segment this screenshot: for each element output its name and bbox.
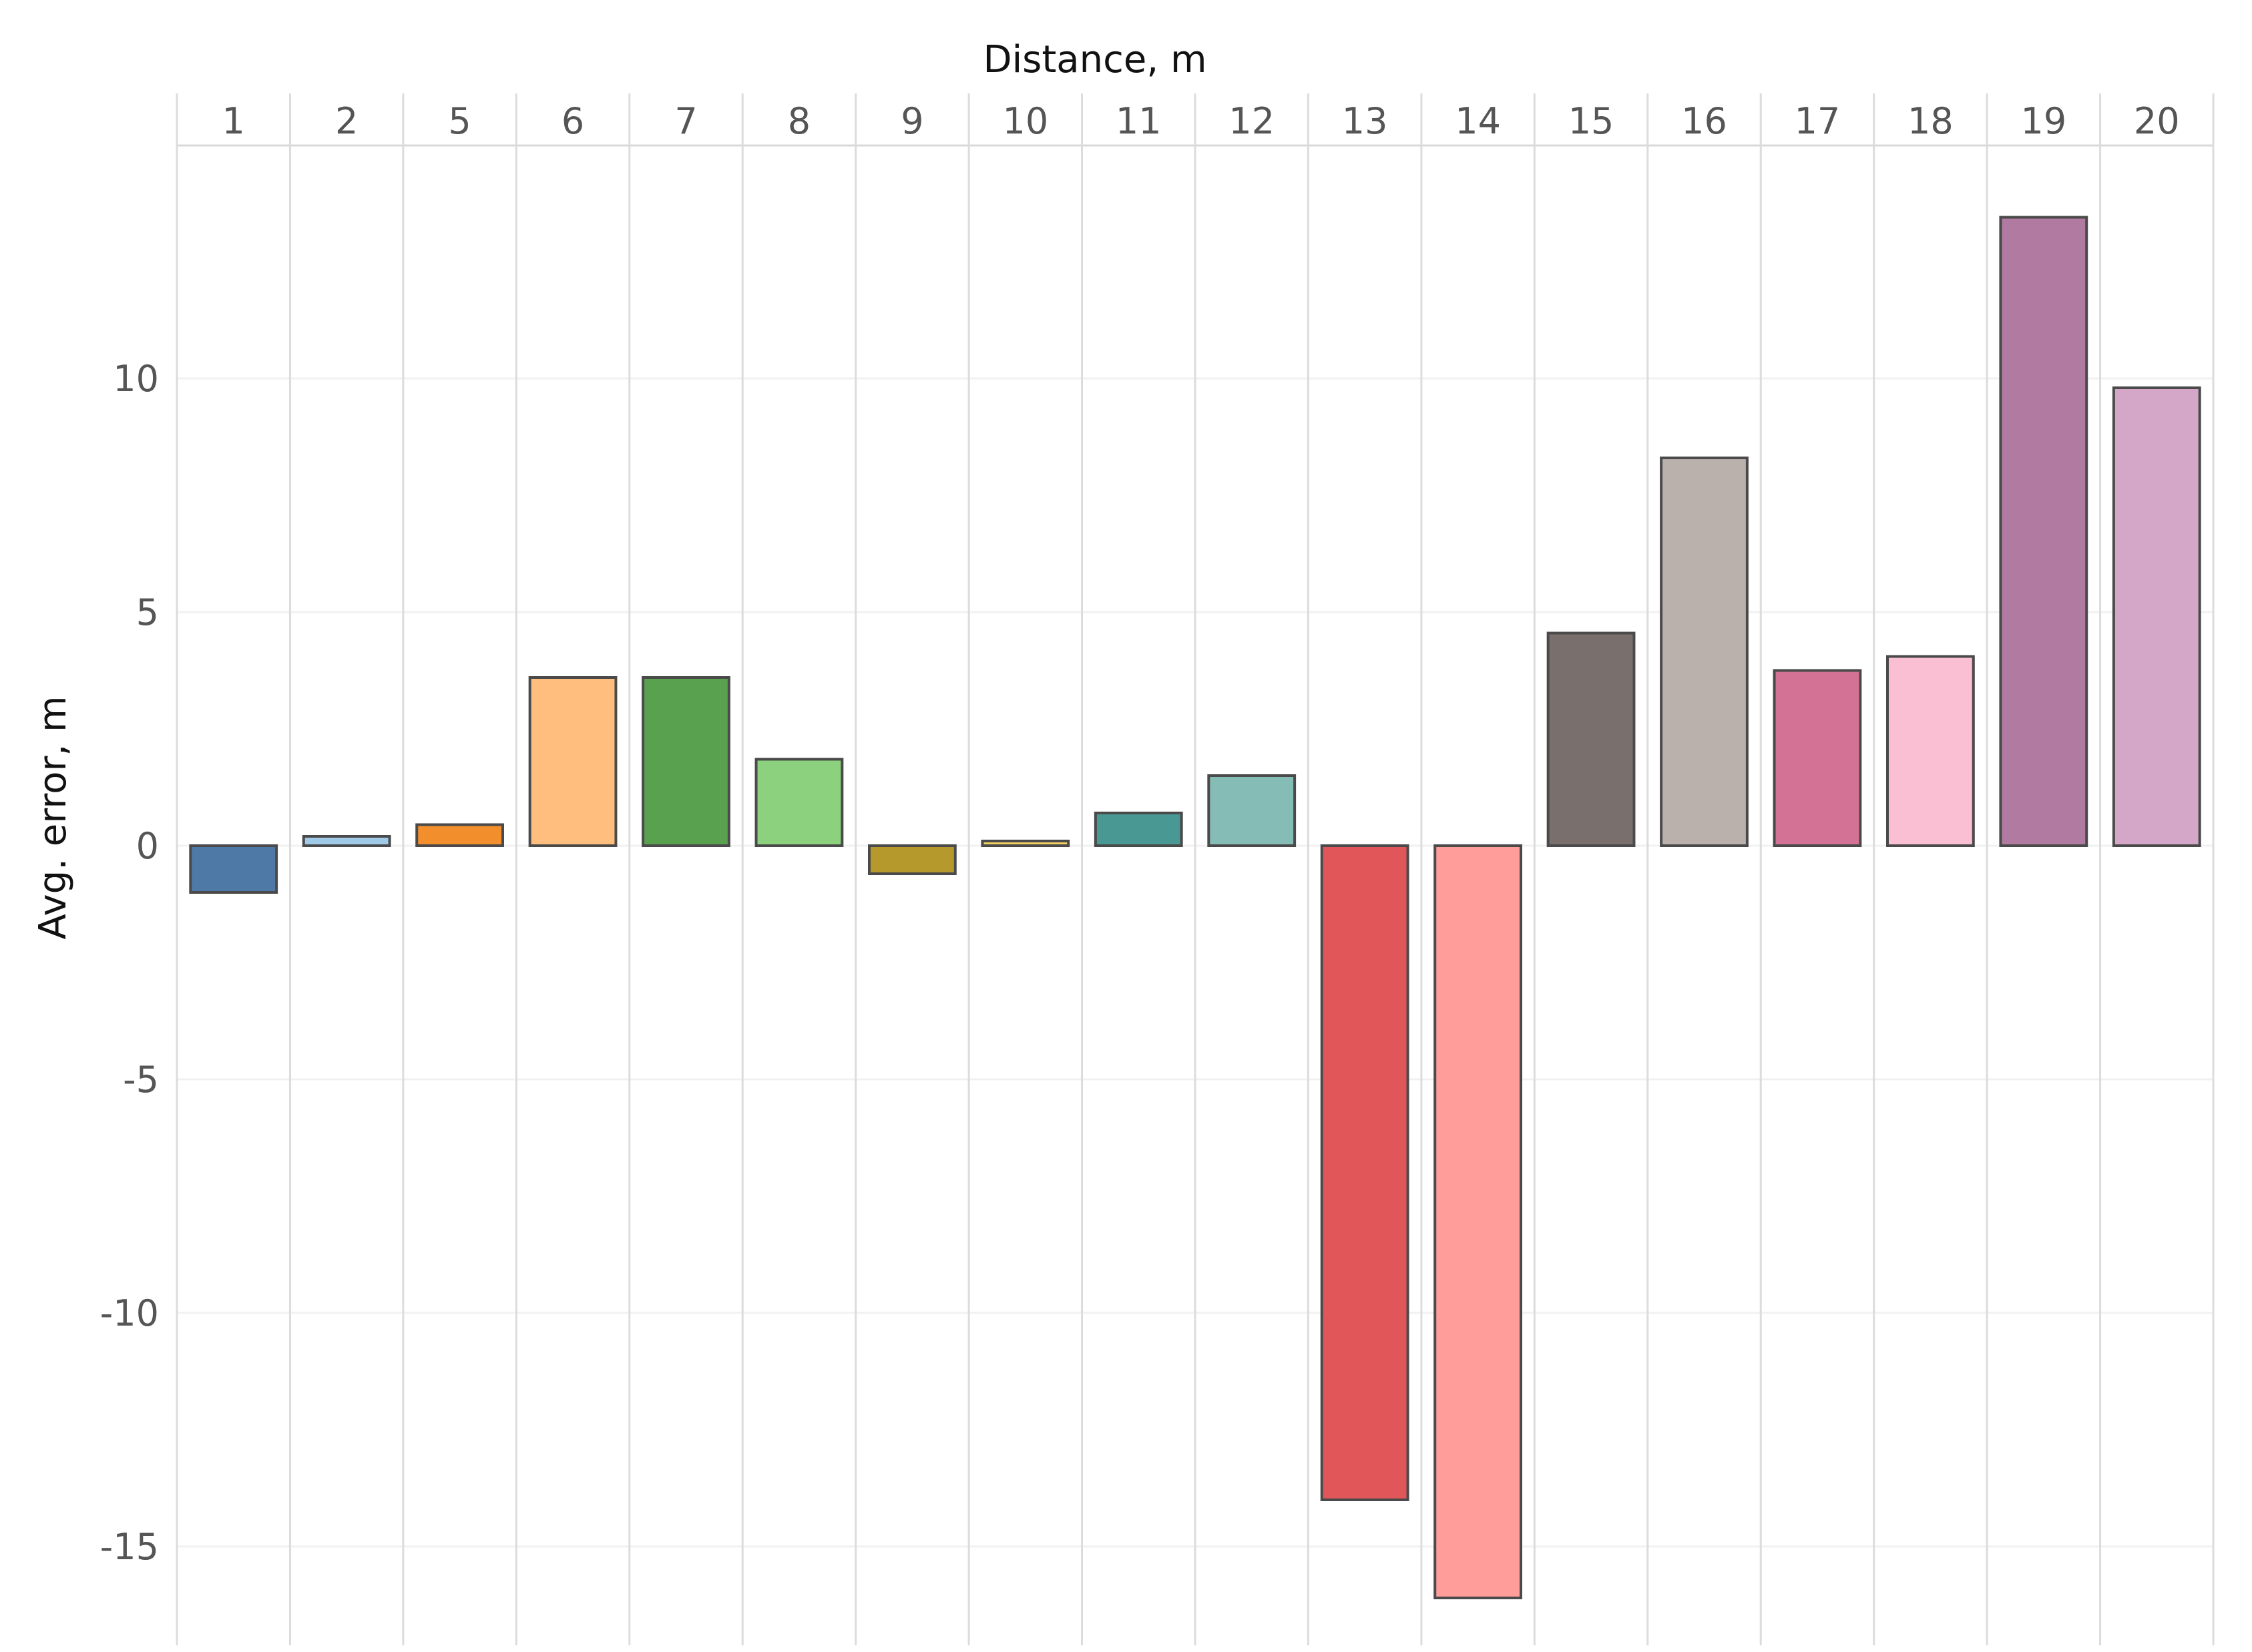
x-tick-label: 13 xyxy=(1342,100,1388,142)
x-tick-label: 2 xyxy=(335,100,358,142)
x-tick-label: 1 xyxy=(222,100,245,142)
bar-7 xyxy=(642,676,730,847)
x-axis-title: Distance, m xyxy=(983,38,1206,81)
y-tick-labels: -15 -10 -5 0 5 10 xyxy=(100,358,159,1568)
bar-20 xyxy=(2112,386,2201,847)
bar-17 xyxy=(1773,669,1862,847)
bar-5 xyxy=(415,823,504,847)
y-tick-label: 0 xyxy=(136,825,159,867)
bar-19 xyxy=(1999,216,2088,847)
x-tick-label: 7 xyxy=(674,100,697,142)
bar-15 xyxy=(1546,631,1636,847)
x-tick-label: 15 xyxy=(1568,100,1614,142)
x-tick-label: 19 xyxy=(2020,100,2066,142)
bar-18 xyxy=(1886,655,1975,847)
bar-1 xyxy=(189,844,278,894)
x-tick-label: 12 xyxy=(1228,100,1275,142)
y-tick-label: -5 xyxy=(123,1059,159,1101)
x-tick-label: 18 xyxy=(1907,100,1954,142)
x-tick-label: 11 xyxy=(1116,100,1162,142)
bar-14 xyxy=(1433,844,1522,1599)
bar-10 xyxy=(981,840,1070,847)
y-tick-label: 5 xyxy=(136,591,159,633)
bar-13 xyxy=(1320,844,1409,1501)
y-tick-label: 10 xyxy=(113,358,159,400)
y-tick-label: -10 xyxy=(100,1292,159,1334)
x-tick-label: 6 xyxy=(561,100,584,142)
x-tick-label: 10 xyxy=(1002,100,1048,142)
x-tick-label: 8 xyxy=(788,100,811,142)
y-tick-label: -15 xyxy=(100,1526,159,1568)
bar-8 xyxy=(754,758,844,847)
x-tick-label: 5 xyxy=(448,100,471,142)
x-tick-labels: 1 2 5 6 7 8 9 10 11 12 13 14 15 16 17 18 19 20 xyxy=(222,100,2180,142)
bar-12 xyxy=(1207,774,1297,847)
x-tick-label: 9 xyxy=(901,100,923,142)
grid-lines xyxy=(176,93,2215,1645)
bar-16 xyxy=(1660,457,1749,847)
bar-2 xyxy=(302,835,391,847)
bars xyxy=(189,216,2201,1599)
x-tick-label: 17 xyxy=(1795,100,1841,142)
y-axis-title: Avg. error, m xyxy=(31,696,75,939)
bar-6 xyxy=(528,676,618,847)
bar-11 xyxy=(1094,812,1183,847)
x-tick-label: 16 xyxy=(1681,100,1727,142)
x-tick-label: 14 xyxy=(1455,100,1501,142)
x-tick-label: 20 xyxy=(2134,100,2180,142)
bar-9 xyxy=(868,844,957,875)
